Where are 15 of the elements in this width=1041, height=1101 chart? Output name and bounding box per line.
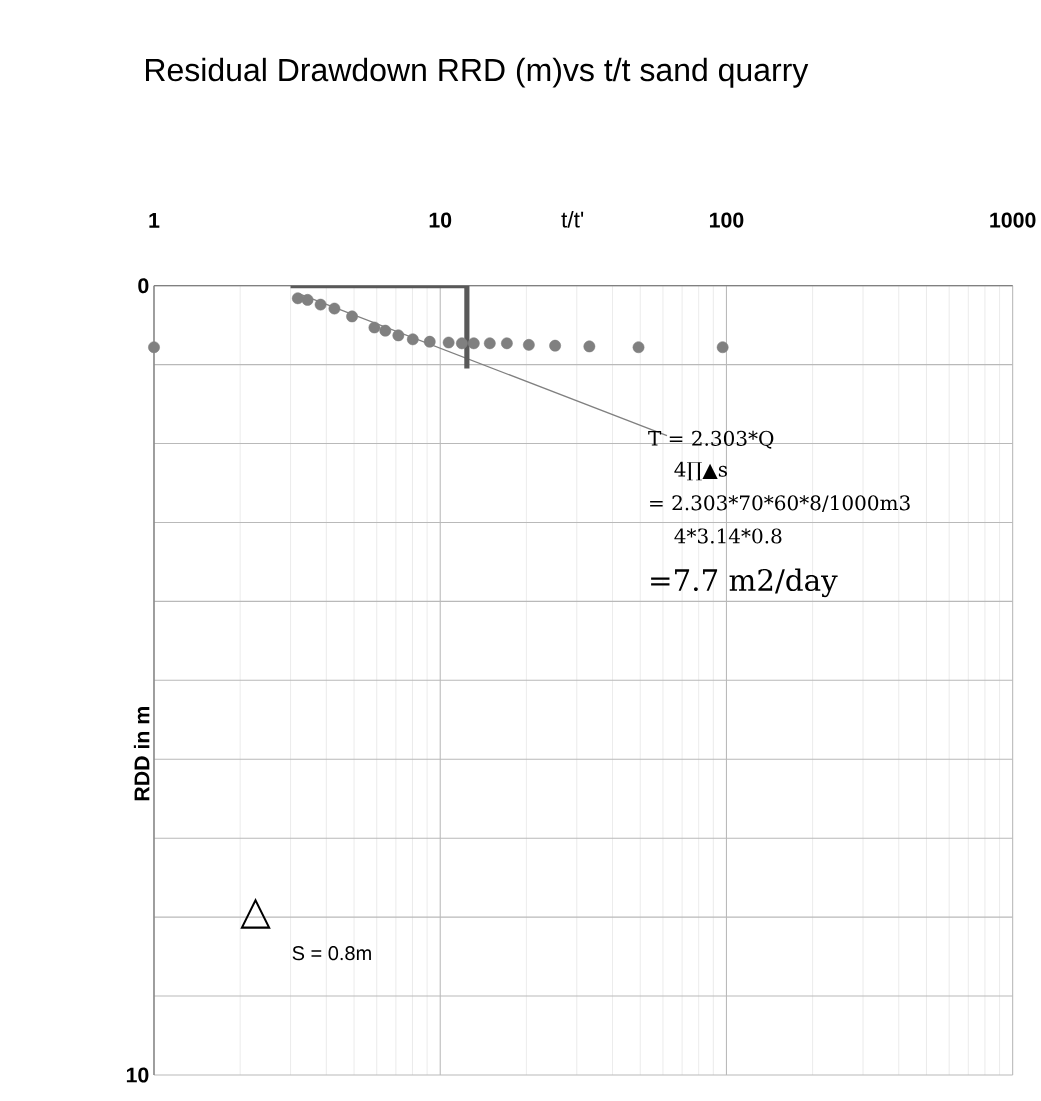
y-tick-label: 0	[138, 278, 149, 294]
annotation: 4*3.14*0.8	[674, 528, 782, 544]
x-tick-label: 100	[709, 212, 744, 228]
annotation: =7.7 m2/day	[651, 568, 838, 598]
chart-title: Residual Drawdown RRD (m)vs t/t sand quarry	[146, 57, 809, 88]
y-axis-title: RDD in m	[133, 707, 150, 801]
x-axis-title: t/t'	[561, 210, 584, 228]
x-tick-label: 1000	[990, 212, 1036, 228]
annotation: T = 2.303*Q	[648, 430, 774, 449]
annotation: 4∏▲s	[674, 461, 728, 481]
x-tick-label: 1	[149, 212, 160, 228]
annotation: S = 0.8m	[292, 946, 371, 961]
x-tick-label: 10	[429, 212, 452, 228]
annotation: △	[240, 898, 271, 929]
annotation: = 2.303*70*60*8/1000m3	[650, 495, 910, 512]
